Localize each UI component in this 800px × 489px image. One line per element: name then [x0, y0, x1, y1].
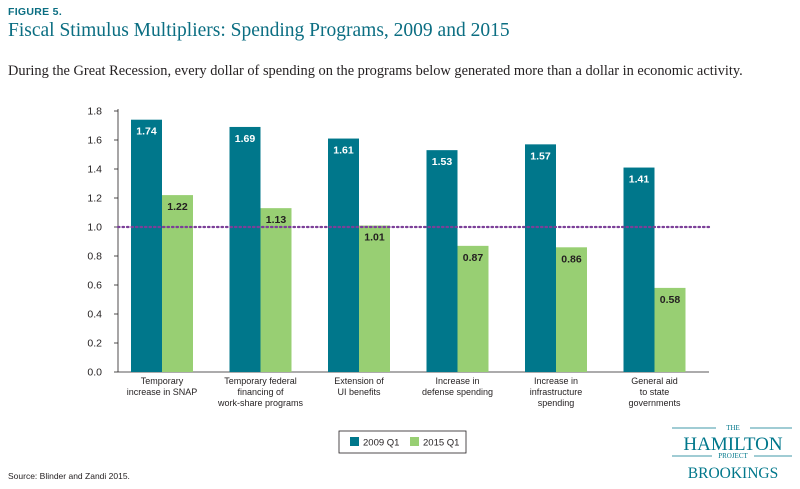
bar-2009-q1 — [131, 119, 162, 372]
x-category-label: Extension of — [334, 376, 384, 386]
y-tick-label: 0.4 — [87, 309, 102, 321]
x-category-label: increase in SNAP — [127, 387, 198, 397]
figure-label: FIGURE 5. — [8, 6, 63, 18]
bar-2015-q1 — [457, 245, 489, 372]
source-note: Source: Blinder and Zandi 2015. — [8, 471, 130, 481]
hamilton-project-logo: THE HAMILTON PROJECT BROOKINGS — [672, 424, 792, 482]
y-tick-label: 1.4 — [87, 164, 102, 176]
legend-swatch-2015 — [410, 437, 419, 446]
bar-2009-q1 — [426, 150, 458, 372]
x-category-label: Temporary — [141, 376, 184, 386]
x-category-label: work-share programs — [217, 398, 304, 408]
bar-2015-q1 — [359, 225, 390, 372]
bar-2015-q1 — [260, 208, 292, 372]
legend-label-2009: 2009 Q1 — [363, 438, 399, 449]
x-category-label: UI benefits — [337, 387, 381, 397]
x-category-label: Increase in — [435, 376, 479, 386]
bar-value-label: 0.58 — [660, 294, 681, 306]
x-category-label: infrastructure — [530, 387, 583, 397]
y-tick-label: 1.8 — [87, 106, 102, 118]
bar-2009-q1 — [525, 144, 556, 372]
x-category-label: General aid — [631, 376, 678, 386]
x-category-label: financing of — [237, 387, 284, 397]
bar-value-label: 0.86 — [561, 253, 582, 265]
y-tick-label: 1.6 — [87, 135, 102, 147]
bar-value-label: 0.87 — [463, 252, 484, 264]
logo-project: PROJECT — [718, 452, 748, 460]
x-category-label: to state — [640, 387, 670, 397]
x-category-label: spending — [538, 398, 575, 408]
logo-hamilton: HAMILTON — [683, 434, 783, 455]
y-tick-label: 0.8 — [87, 251, 102, 263]
legend-swatch-2009 — [350, 437, 359, 446]
bar-value-label: 1.74 — [136, 126, 157, 138]
bar-2015-q1 — [556, 247, 587, 372]
y-tick-label: 1.0 — [87, 222, 102, 234]
bar-value-label: 1.41 — [629, 174, 650, 186]
bar-value-label: 1.61 — [333, 145, 354, 157]
bar-2009-q1 — [623, 167, 655, 372]
bar-value-label: 1.57 — [530, 150, 551, 162]
x-category-label: governments — [628, 398, 681, 408]
x-category-label: defense spending — [422, 387, 493, 397]
chart-title: Fiscal Stimulus Multipliers: Spending Pr… — [8, 20, 510, 41]
x-category-label: Temporary federal — [224, 376, 297, 386]
y-tick-label: 0.6 — [87, 280, 102, 292]
y-tick-label: 0.2 — [87, 338, 102, 350]
legend-label-2015: 2015 Q1 — [423, 438, 459, 449]
logo-the: THE — [726, 424, 740, 432]
logo-brookings: BROOKINGS — [688, 465, 778, 482]
bar-value-label: 1.22 — [167, 201, 188, 213]
x-category-label: Increase in — [534, 376, 578, 386]
bar-value-label: 1.01 — [364, 232, 385, 244]
bar-2015-q1 — [162, 195, 193, 372]
bar-2015-q1 — [654, 287, 686, 372]
bar-value-label: 1.13 — [266, 214, 287, 226]
bar-2009-q1 — [328, 138, 359, 372]
y-tick-label: 0.0 — [87, 367, 102, 379]
legend-box — [338, 430, 467, 454]
chart-subtitle: During the Great Recession, every dollar… — [8, 63, 743, 79]
y-tick-label: 1.2 — [87, 193, 102, 205]
bar-value-label: 1.69 — [235, 133, 256, 145]
bar-2009-q1 — [229, 126, 261, 372]
bar-value-label: 1.53 — [432, 156, 453, 168]
